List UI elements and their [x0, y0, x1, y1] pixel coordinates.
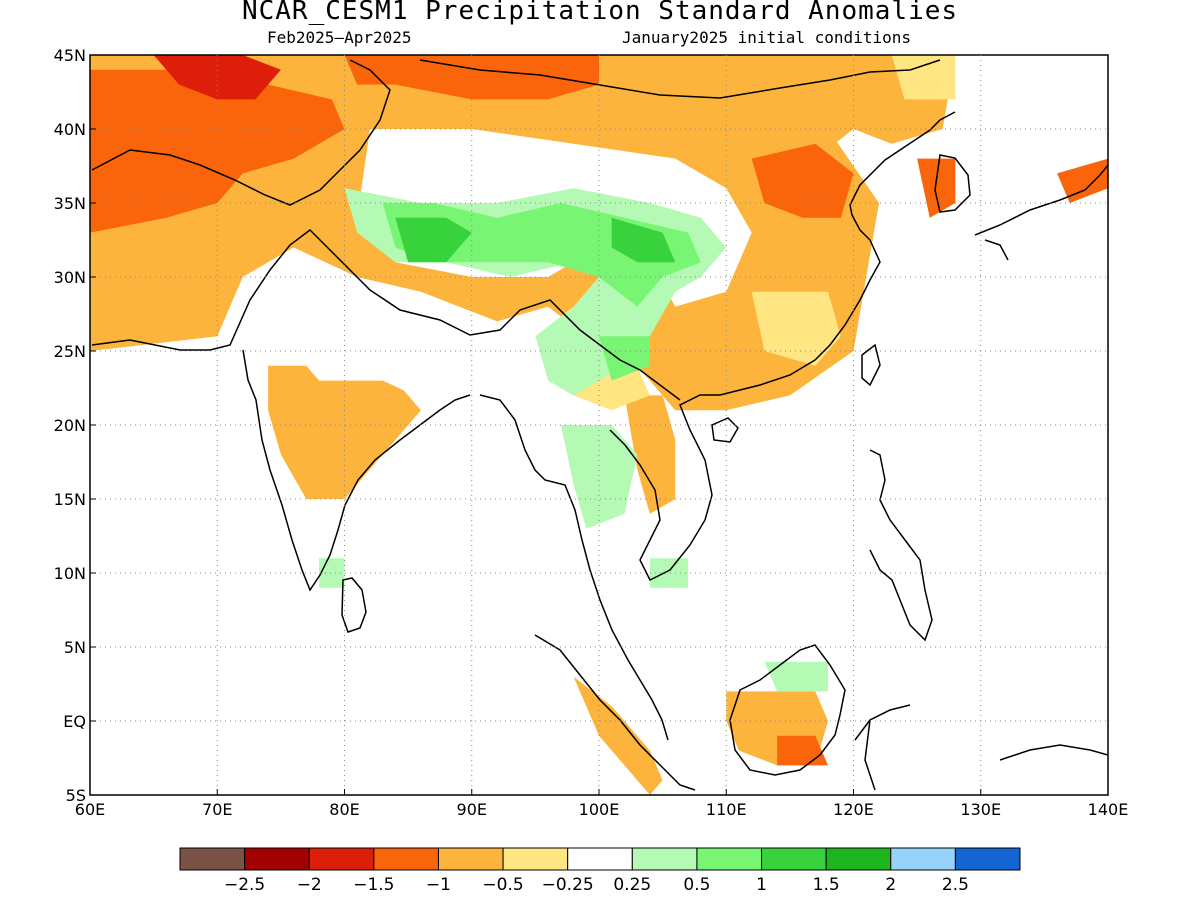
colorbar-label: 1: [756, 875, 767, 895]
lon-tick-label: 110E: [706, 800, 747, 819]
anomaly-region-20: [560, 425, 638, 529]
colorbar-swatch: [567, 847, 633, 871]
coastline-philippines: [869, 449, 933, 642]
lat-tick-label: 20N: [54, 416, 86, 435]
anomaly-region-14: [917, 158, 956, 218]
coastline-sulawesi: [854, 704, 911, 791]
lat-tick-label: 45N: [54, 46, 86, 65]
colorbar-swatch: [373, 847, 439, 871]
anomaly-fill-layer: [90, 55, 1108, 795]
axis-ticks: 60E 70E 80E 90E 100E 110E 120E 130E 140E 45N 40N 35…: [54, 46, 1129, 819]
coastline-india: [242, 349, 471, 592]
anomaly-region-15: [1057, 158, 1108, 203]
coastline-korea: [934, 154, 971, 213]
map-title: NCAR_CESM1 Precipitation Standard Anomal…: [241, 0, 959, 26]
colorbar-label: −2: [297, 875, 322, 895]
coastline-sumatra: [534, 634, 696, 791]
lon-tick-label: 70E: [202, 800, 232, 819]
anomaly-region-4: [624, 395, 676, 514]
anomaly-region-10: [90, 69, 345, 233]
anomaly-region-3: [268, 365, 421, 499]
colorbar-swatch: [437, 847, 504, 871]
anomaly-region-21: [649, 558, 689, 588]
anomaly-region-16: [153, 55, 281, 100]
lon-tick-label: 80E: [329, 800, 359, 819]
border-2: [91, 59, 391, 206]
anomaly-region-27: [611, 217, 676, 263]
lon-tick-label: 130E: [960, 800, 1001, 819]
anomaly-region-26: [395, 217, 472, 263]
lat-tick-label: 15N: [54, 490, 86, 509]
lon-tick-label: 100E: [579, 800, 620, 819]
colorbar-label: −1: [426, 875, 451, 895]
colorbar-swatch: [954, 847, 1021, 871]
coastline-taiwan: [861, 343, 881, 387]
colorbar-swatch: [179, 847, 246, 871]
colorbar: −2.5 −2 −1.5 −1 −0.5 −0.25 0.25 0.5 1 1.5 2 2.5: [179, 847, 1021, 895]
lat-tick-label: 10N: [54, 564, 86, 583]
colorbar-swatch: [244, 847, 310, 871]
anomaly-region-12: [751, 143, 854, 218]
coastline-srilanka: [341, 577, 367, 633]
colorbar-swatch: [696, 847, 763, 871]
colorbar-label: 0.5: [683, 875, 710, 895]
coastline-borneo: [729, 644, 846, 776]
colorbar-label: 2: [885, 875, 896, 895]
colorbar-label: 2.5: [942, 875, 969, 895]
coastline-burma-thailand: [479, 394, 669, 741]
gridlines: [90, 55, 1108, 795]
anomaly-region-18: [293, 321, 549, 470]
colorbar-swatch: [502, 847, 569, 871]
coastlines-layer: [91, 59, 1108, 791]
coastline-hainan: [711, 417, 739, 443]
anomaly-region-11: [344, 55, 599, 100]
lat-tick-label: 35N: [54, 194, 86, 213]
colorbar-label: 1.5: [813, 875, 840, 895]
anomaly-region-2: [599, 55, 956, 189]
colorbar-label: −2.5: [224, 875, 265, 895]
colorbar-label: −1.5: [353, 875, 394, 895]
colorbar-swatch: [631, 847, 698, 871]
lat-tick-label: 25N: [54, 342, 86, 361]
anomaly-region-25: [599, 336, 650, 381]
lat-tick-label: 5S: [66, 786, 86, 805]
colorbar-label: 0.25: [613, 875, 651, 895]
lat-tick-label: 30N: [54, 268, 86, 287]
coastline-japan: [974, 164, 1108, 261]
anomaly-region-8: [751, 291, 841, 366]
colorbar-swatch: [308, 847, 375, 871]
initial-conditions: January2025 initial conditions: [622, 28, 911, 47]
coastline-indochina: [609, 111, 956, 582]
lat-tick-label: 40N: [54, 120, 86, 139]
anomaly-region-23: [764, 661, 828, 692]
lon-tick-label: 120E: [833, 800, 874, 819]
anomaly-region-9: [891, 55, 956, 100]
colorbar-label: −0.25: [542, 875, 594, 895]
lon-tick-label: 140E: [1088, 800, 1129, 819]
anomaly-region-6: [573, 676, 663, 795]
colorbar-swatch: [890, 847, 956, 871]
lon-tick-label: 90E: [457, 800, 487, 819]
lon-tick-label: 60E: [75, 800, 105, 819]
border-3: [419, 59, 941, 99]
lat-tick-label: EQ: [63, 712, 86, 731]
forecast-period: Feb2025–Apr2025: [267, 28, 412, 47]
colorbar-swatch: [761, 847, 827, 871]
border-1: [91, 229, 681, 401]
colorbar-label: −0.5: [482, 875, 523, 895]
coastline-newguinea: [999, 744, 1108, 761]
colorbar-swatch: [825, 847, 892, 871]
lat-tick-label: 5N: [64, 638, 86, 657]
